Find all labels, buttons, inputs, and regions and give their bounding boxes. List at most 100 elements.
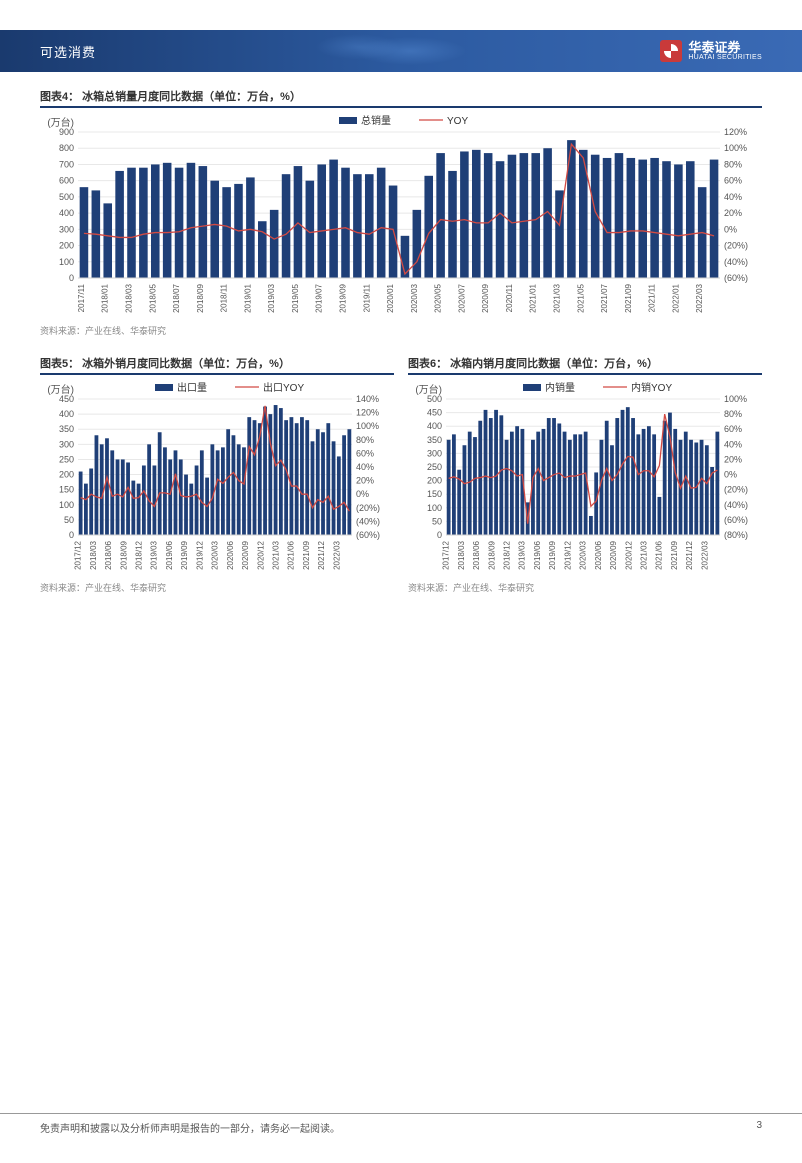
svg-text:0: 0 [437,530,442,540]
svg-text:(60%): (60%) [724,515,748,525]
svg-text:250: 250 [427,462,442,472]
svg-text:(60%): (60%) [724,273,748,283]
chart4-source: 资料来源：产业在线、华泰研究 [40,324,762,337]
svg-text:250: 250 [59,454,74,464]
svg-text:0%: 0% [724,224,737,234]
svg-text:2018/03: 2018/03 [457,540,466,569]
svg-text:2018/11: 2018/11 [220,283,229,312]
svg-text:120%: 120% [724,127,747,137]
footer: 免责声明和披露以及分析师声明是报告的一部分，请务必一起阅读。 3 [0,1113,802,1135]
svg-text:200: 200 [427,476,442,486]
header-logo: 华泰证券 HUATAI SECURITIES [660,40,762,62]
svg-text:700: 700 [59,159,74,169]
svg-text:40%: 40% [724,439,742,449]
svg-text:2017/12: 2017/12 [74,540,83,569]
svg-text:2021/06: 2021/06 [655,540,664,569]
svg-text:(万台): (万台) [47,116,74,129]
svg-text:(20%): (20%) [356,503,380,513]
svg-text:2019/09: 2019/09 [180,540,189,569]
svg-text:350: 350 [59,424,74,434]
svg-text:2021/03: 2021/03 [553,283,562,312]
header-category: 可选消费 [40,42,96,61]
svg-text:80%: 80% [356,435,374,445]
svg-text:2022/03: 2022/03 [700,540,709,569]
svg-text:2019/07: 2019/07 [315,283,324,312]
svg-text:2018/05: 2018/05 [148,283,157,312]
svg-text:(万台): (万台) [415,383,442,396]
chart6: 050100150200250300350400450500(80%)(60%)… [408,379,762,579]
svg-text:2020/03: 2020/03 [410,283,419,312]
chart4-title: 图表4： 冰箱总销量月度同比数据（单位：万台，%） [40,82,762,108]
svg-text:2021/05: 2021/05 [576,283,585,312]
svg-text:2020/01: 2020/01 [386,283,395,312]
svg-text:40%: 40% [724,192,742,202]
svg-text:2020/03: 2020/03 [579,540,588,569]
chart6-source: 资料来源：产业在线、华泰研究 [408,581,762,594]
svg-text:2019/09: 2019/09 [339,283,348,312]
logo-company-cn: 华泰证券 [688,41,762,55]
svg-text:20%: 20% [724,454,742,464]
svg-text:2019/03: 2019/03 [518,540,527,569]
svg-text:(40%): (40%) [356,516,380,526]
svg-text:60%: 60% [724,424,742,434]
svg-text:100%: 100% [724,143,747,153]
svg-text:2018/03: 2018/03 [89,540,98,569]
svg-text:2019/09: 2019/09 [548,540,557,569]
svg-text:2020/07: 2020/07 [457,283,466,312]
svg-text:60%: 60% [356,448,374,458]
svg-text:2018/06: 2018/06 [472,540,481,569]
svg-text:100%: 100% [724,394,747,404]
svg-text:20%: 20% [356,476,374,486]
chart5-source: 资料来源：产业在线、华泰研究 [40,581,394,594]
chart-row-56: 图表5： 冰箱外销月度同比数据（单位：万台，%） 050100150200250… [40,349,762,606]
svg-text:内销量: 内销量 [545,381,575,394]
svg-text:20%: 20% [724,208,742,218]
svg-text:(20%): (20%) [724,241,748,251]
svg-text:120%: 120% [356,408,379,418]
svg-text:2018/12: 2018/12 [503,540,512,569]
svg-text:2020/06: 2020/06 [594,540,603,569]
svg-text:2020/09: 2020/09 [481,283,490,312]
svg-text:2021/03: 2021/03 [640,540,649,569]
svg-text:0: 0 [69,530,74,540]
svg-text:2020/12: 2020/12 [624,540,633,569]
svg-text:150: 150 [427,489,442,499]
svg-text:(20%): (20%) [724,485,748,495]
svg-text:2021/03: 2021/03 [272,540,281,569]
logo-icon [660,40,682,62]
svg-text:2019/12: 2019/12 [563,540,572,569]
svg-text:2019/06: 2019/06 [165,540,174,569]
svg-text:(40%): (40%) [724,500,748,510]
chart6-title: 图表6： 冰箱内销月度同比数据（单位：万台，%） [408,349,762,375]
svg-text:2020/11: 2020/11 [505,283,514,312]
svg-text:2021/12: 2021/12 [685,540,694,569]
svg-text:2020/05: 2020/05 [434,283,443,312]
header-band: 可选消费 华泰证券 HUATAI SECURITIES [0,30,802,72]
svg-text:2018/03: 2018/03 [125,283,134,312]
svg-text:100: 100 [59,500,74,510]
svg-text:总销量: 总销量 [361,114,391,127]
svg-text:100: 100 [59,257,74,267]
svg-text:2019/06: 2019/06 [533,540,542,569]
svg-text:2019/05: 2019/05 [291,283,300,312]
svg-text:2021/09: 2021/09 [302,540,311,569]
svg-text:400: 400 [59,208,74,218]
svg-text:450: 450 [427,408,442,418]
svg-text:出口YOY: 出口YOY [263,381,304,394]
svg-text:2019/01: 2019/01 [243,283,252,312]
chart5-title: 图表5： 冰箱外销月度同比数据（单位：万台，%） [40,349,394,375]
svg-text:2022/03: 2022/03 [695,283,704,312]
svg-text:400: 400 [59,409,74,419]
svg-text:300: 300 [427,448,442,458]
svg-text:2020/09: 2020/09 [609,540,618,569]
svg-text:2021/09: 2021/09 [670,540,679,569]
svg-text:2021/06: 2021/06 [287,540,296,569]
svg-text:0: 0 [69,273,74,283]
svg-text:2020/06: 2020/06 [226,540,235,569]
svg-text:(60%): (60%) [356,530,380,540]
svg-text:40%: 40% [356,462,374,472]
svg-text:80%: 80% [724,159,742,169]
svg-text:2018/09: 2018/09 [196,283,205,312]
svg-text:2019/03: 2019/03 [267,283,276,312]
svg-text:100%: 100% [356,421,379,431]
